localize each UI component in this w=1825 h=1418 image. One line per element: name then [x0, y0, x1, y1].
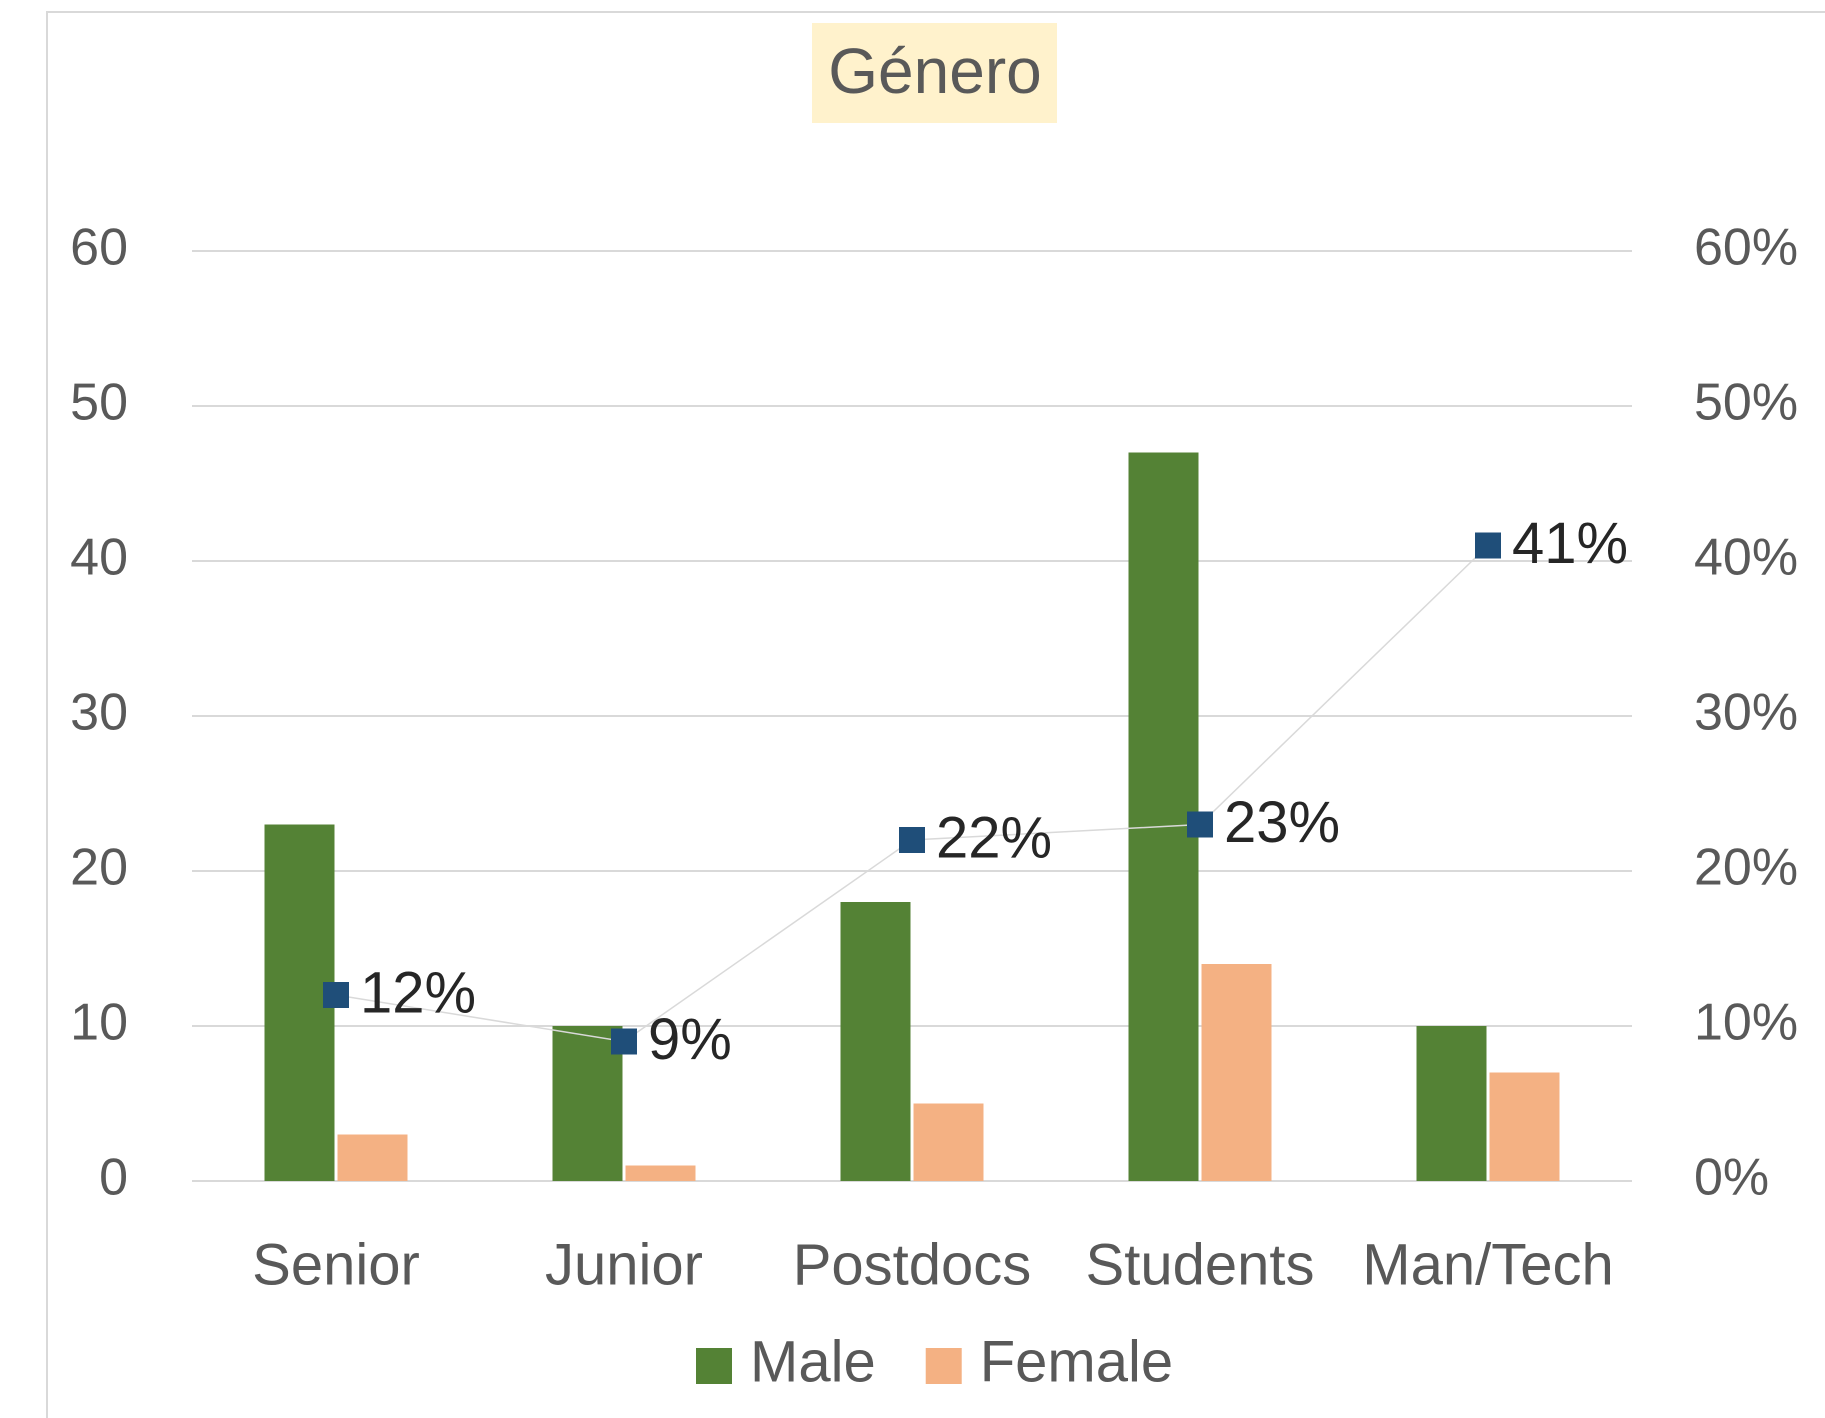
bar — [264, 824, 335, 1181]
x-tick-label: Students — [1086, 1232, 1315, 1297]
legend-swatch — [696, 1348, 732, 1384]
chart-title: Género — [828, 35, 1041, 107]
chart-border — [46, 11, 1825, 1418]
legend-swatch — [925, 1348, 962, 1384]
y2-tick-label: 0% — [1694, 1149, 1769, 1207]
y2-tick-label: 60% — [1694, 219, 1798, 277]
y-tick-label: 10 — [70, 994, 128, 1052]
y-tick-label: 40 — [70, 529, 128, 587]
data-label: 22% — [936, 805, 1052, 870]
data-label: 41% — [1512, 511, 1628, 576]
y2-tick-label: 30% — [1694, 684, 1798, 742]
y-tick-label: 30 — [70, 684, 128, 742]
line-marker — [899, 827, 925, 853]
y-tick-label: 60 — [70, 219, 128, 277]
y-tick-label: 0 — [99, 1149, 128, 1207]
line-marker — [1475, 532, 1501, 559]
legend-label: Female — [980, 1329, 1173, 1394]
bar — [1201, 964, 1272, 1181]
title-background — [812, 23, 1057, 123]
x-tick-label: Man/Tech — [1362, 1232, 1613, 1297]
y-tick-label: 50 — [70, 374, 128, 432]
bar — [337, 1134, 408, 1181]
legend-label: Male — [750, 1329, 876, 1394]
line-marker — [323, 982, 349, 1008]
data-label: 9% — [648, 1007, 732, 1072]
bar — [913, 1103, 984, 1181]
x-tick-label: Junior — [545, 1232, 703, 1297]
y2-tick-label: 10% — [1694, 994, 1798, 1052]
bar — [1128, 452, 1199, 1181]
bar — [625, 1165, 696, 1181]
y2-tick-label: 50% — [1694, 374, 1798, 432]
data-label: 23% — [1224, 790, 1340, 855]
line-marker — [611, 1028, 637, 1055]
y2-tick-label: 40% — [1694, 529, 1798, 587]
x-tick-label: Postdocs — [793, 1232, 1032, 1297]
bar — [1489, 1072, 1560, 1181]
data-label: 12% — [360, 960, 476, 1025]
bar — [1416, 1026, 1487, 1181]
y-tick-label: 20 — [70, 839, 128, 897]
bar — [840, 902, 911, 1181]
line-marker — [1187, 811, 1213, 838]
x-tick-label: Senior — [252, 1232, 420, 1297]
bar — [552, 1026, 623, 1181]
y2-tick-label: 20% — [1694, 839, 1798, 897]
